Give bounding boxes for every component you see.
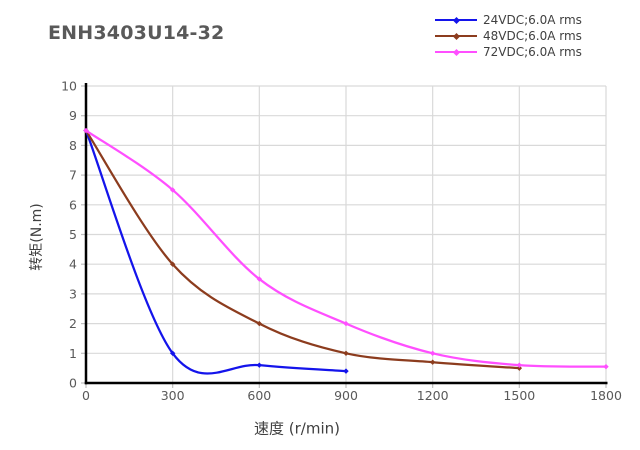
y-tick-label: 0: [69, 376, 77, 391]
x-tick-label: 1200: [417, 388, 449, 403]
y-tick-label: 10: [61, 79, 77, 94]
y-tick-label: 9: [69, 108, 77, 123]
x-tick-label: 300: [161, 388, 185, 403]
data-point-marker: [256, 276, 263, 282]
y-tick-label: 2: [69, 316, 77, 331]
y-tick-label: 3: [69, 286, 77, 301]
series-curve: [84, 129, 521, 370]
legend-label: 24VDC;6.0A rms: [483, 13, 582, 27]
legend-item-72vdc: 72VDC;6.0A rms: [435, 44, 582, 60]
y-tick-label: 7: [69, 168, 77, 183]
data-point-marker: [83, 127, 89, 134]
x-tick-label: 0: [82, 388, 90, 403]
y-tick-label: 6: [69, 197, 77, 212]
y-tick-label: 5: [69, 227, 77, 242]
data-point-marker: [256, 362, 263, 368]
y-tick-label: 8: [69, 138, 77, 153]
y-tick-label: 1: [69, 346, 77, 361]
x-tick-label: 900: [334, 388, 358, 403]
chart-title: ENH3403U14-32: [48, 22, 225, 44]
x-axis-title: 速度 (r/min): [254, 419, 340, 438]
legend-label: 48VDC;6.0A rms: [483, 29, 582, 43]
y-axis-title: 转矩(N.m): [29, 203, 45, 271]
legend-line-swatch: [435, 48, 477, 57]
data-point-marker: [169, 261, 176, 267]
data-point-marker: [343, 368, 349, 374]
series-curve: [84, 129, 348, 375]
data-point-marker: [516, 365, 523, 371]
legend-line-swatch: [435, 32, 477, 41]
data-point-marker: [256, 320, 263, 327]
y-tick-label: 4: [69, 257, 77, 272]
legend-label: 72VDC;6.0A rms: [483, 45, 582, 59]
legend-line-swatch: [435, 16, 477, 25]
data-point-marker: [429, 350, 436, 356]
x-tick-label: 1500: [503, 388, 535, 403]
legend-item-24vdc: 24VDC;6.0A rms: [435, 12, 582, 28]
data-point-marker: [169, 350, 176, 356]
data-point-marker: [343, 350, 349, 356]
legend: 24VDC;6.0A rms 48VDC;6.0A rms 72VDC;6.0A…: [435, 12, 582, 60]
x-tick-label: 1800: [590, 388, 622, 403]
data-point-marker: [169, 187, 176, 193]
x-tick-label: 600: [247, 388, 271, 403]
data-point-marker: [343, 320, 349, 327]
data-point-marker: [429, 359, 436, 365]
data-point-marker: [603, 363, 609, 370]
data-point-marker: [516, 362, 523, 368]
legend-item-48vdc: 48VDC;6.0A rms: [435, 28, 582, 44]
